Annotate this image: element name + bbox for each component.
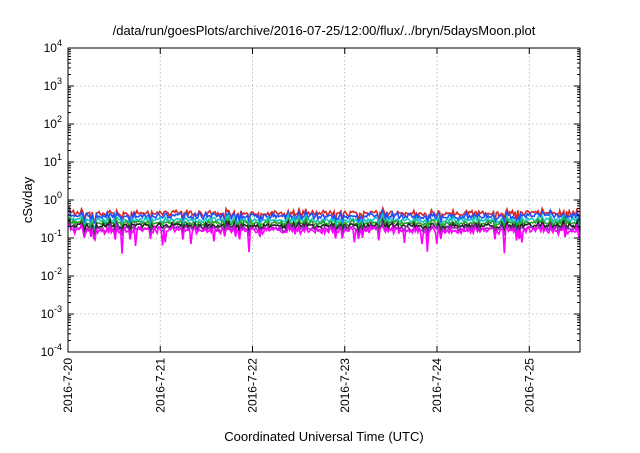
x-tick-label: 2016-7-20 <box>61 358 75 413</box>
x-tick-label: 2016-7-21 <box>153 358 167 413</box>
y-tick-label: 103 <box>44 76 62 93</box>
y-tick-label: 10-2 <box>41 266 62 283</box>
x-tick-label: 2016-7-23 <box>338 358 352 413</box>
y-tick-label: 10-3 <box>41 304 62 321</box>
x-axis-label: Coordinated Universal Time (UTC) <box>224 429 423 444</box>
x-tick-label: 2016-7-22 <box>246 358 260 413</box>
series-layer <box>67 205 581 254</box>
y-axis-label: cSv/day <box>20 176 35 223</box>
y-tick-label: 104 <box>44 38 62 55</box>
y-tick-label: 102 <box>44 114 62 131</box>
grid-lines <box>68 48 580 352</box>
axis-ticks <box>67 47 580 353</box>
y-tick-label: 10-1 <box>41 228 62 245</box>
y-tick-label: 101 <box>44 152 62 169</box>
y-tick-label: 10-4 <box>41 342 62 359</box>
series-line-7 <box>67 221 581 254</box>
x-tick-label: 2016-7-25 <box>522 358 536 413</box>
x-tick-labels: 2016-7-20 2016-7-21 2016-7-22 2016-7-23 2016… <box>61 358 536 413</box>
chart-title: /data/run/goesPlots/archive/2016-07-25/1… <box>113 23 536 38</box>
x-tick-label: 2016-7-24 <box>430 358 444 413</box>
y-tick-label: 100 <box>44 190 62 207</box>
y-tick-labels: 104 103 102 101 100 10-1 10-2 10-3 10-4 <box>41 38 62 359</box>
